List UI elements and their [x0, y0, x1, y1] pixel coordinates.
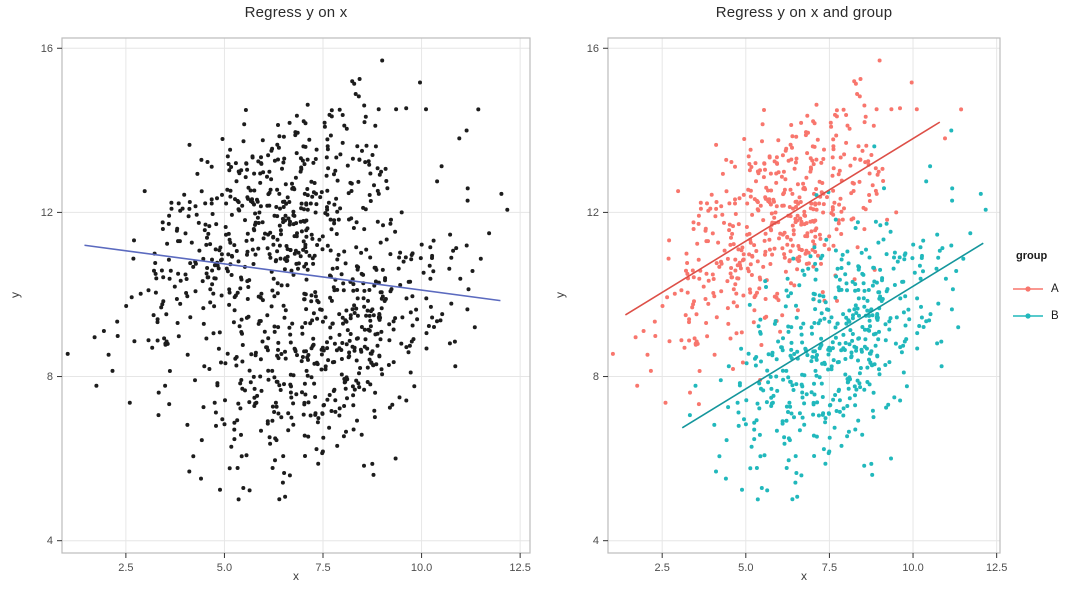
legend-entry-a: A — [1012, 275, 1078, 302]
legend-entry-b: B — [1012, 302, 1078, 329]
left-panel-axis-ticks: 2.5 5.0 7.5 10.0 12.5 4 8 12 16 — [41, 43, 531, 574]
left-panel-regression-line — [84, 244, 501, 302]
left-panel: 2.5 5.0 7.5 10.0 12.5 4 8 12 16 — [41, 37, 531, 574]
legend-label-a: A — [1051, 282, 1059, 295]
left-panel-x-tick-label: 2.5 — [118, 562, 133, 574]
legend-label-b: B — [1051, 309, 1059, 322]
right-panel-axis-ticks: 2.5 5.0 7.5 10.0 12.5 4 8 12 16 — [587, 43, 1008, 574]
left-panel-y-tick-label: 16 — [41, 43, 53, 55]
right-panel-points-A — [610, 58, 964, 407]
right-panel-x-tick-label: 7.5 — [822, 562, 837, 574]
right-panel: 2.5 5.0 7.5 10.0 12.5 4 8 12 16 — [587, 37, 1008, 574]
left-panel-x-tick-label: 5.0 — [217, 562, 232, 574]
right-panel-x-tick-label: 12.5 — [986, 562, 1007, 574]
left-panel-y-tick-label: 12 — [41, 207, 53, 219]
left-panel-border — [61, 37, 531, 554]
right-x-axis-label: x — [801, 569, 807, 583]
right-panel-x-tick-label: 10.0 — [902, 562, 923, 574]
left-panel-y-tick-label: 8 — [47, 371, 53, 383]
legend-key-b-icon — [1013, 312, 1043, 319]
right-panel-points-B — [687, 128, 988, 502]
right-panel-y-tick-label: 12 — [587, 207, 599, 219]
legend: group A B — [1012, 250, 1078, 329]
right-panel-x-tick-label: 2.5 — [655, 562, 670, 574]
legend-key-a-icon — [1013, 285, 1043, 292]
left-x-axis-label: x — [293, 569, 299, 583]
legend-title: group — [1016, 250, 1048, 262]
right-y-axis-label: y — [553, 292, 567, 298]
right-plot-title: Regress y on x and group — [715, 4, 893, 21]
left-panel-y-tick-label: 4 — [47, 535, 53, 547]
left-panel-x-tick-label: 10.0 — [411, 562, 432, 574]
right-panel-gridlines — [608, 38, 1000, 553]
left-plot-title: Regress y on x — [244, 4, 348, 21]
left-panel-x-tick-label: 12.5 — [509, 562, 530, 574]
right-panel-y-tick-label: 8 — [593, 371, 599, 383]
right-panel-regression-line — [624, 121, 941, 316]
right-panel-y-tick-label: 4 — [593, 535, 599, 547]
right-panel-border — [607, 37, 1001, 554]
right-panel-regression-line — [681, 242, 984, 429]
left-panel-x-tick-label: 7.5 — [315, 562, 330, 574]
left-panel-points-all — [65, 58, 510, 502]
right-panel-x-tick-label: 5.0 — [738, 562, 753, 574]
left-y-axis-label: y — [8, 292, 22, 298]
right-panel-y-tick-label: 16 — [587, 43, 599, 55]
